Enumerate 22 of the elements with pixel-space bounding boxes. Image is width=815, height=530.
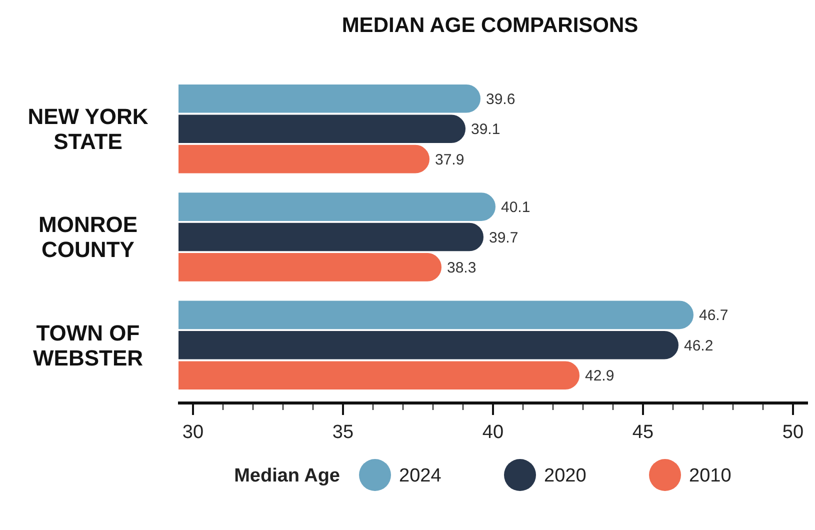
y-tick-label: NEW YORK STATE xyxy=(28,104,148,154)
legend-title: Median Age xyxy=(234,466,340,487)
data-label: 46.2 xyxy=(684,337,714,354)
data-label: 40.1 xyxy=(501,199,530,216)
x-tick-label: 40 xyxy=(482,422,504,443)
data-label: 42.9 xyxy=(585,368,614,385)
data-label: 38.3 xyxy=(447,259,476,276)
data-label: 39.1 xyxy=(471,121,500,138)
chart-title: MEDIAN AGE COMPARISONS xyxy=(342,14,638,37)
x-tick-label: 35 xyxy=(332,422,354,443)
legend-label: 2020 xyxy=(544,466,586,487)
data-label: 39.6 xyxy=(486,90,516,108)
data-label: 39.7 xyxy=(489,229,518,246)
y-tick-label: TOWN OF WEBSTER xyxy=(33,320,144,370)
x-tick-label: 45 xyxy=(632,422,654,443)
y-tick-label: MONROE COUNTY xyxy=(38,212,138,262)
legend-label: 2010 xyxy=(689,466,732,487)
legend-label: 2024 xyxy=(399,466,442,487)
data-label: 46.7 xyxy=(699,307,728,324)
x-tick-label: 30 xyxy=(182,422,204,443)
data-label: 37.9 xyxy=(435,151,464,168)
x-tick-label: 50 xyxy=(782,422,804,443)
